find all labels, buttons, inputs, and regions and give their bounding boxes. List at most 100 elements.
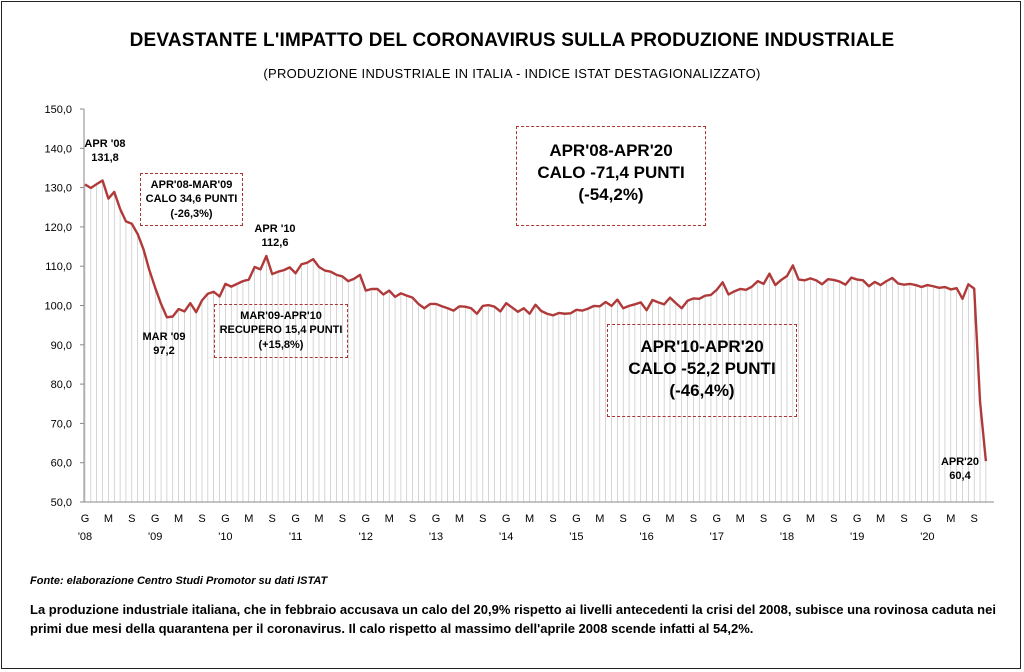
x-month-label: M (806, 513, 815, 525)
annotation-apr10-label: APR '10 (254, 223, 296, 235)
x-month-label: S (479, 513, 486, 525)
annotation-box-apr08-mar09-text: APR'08-MAR'09 CALO 34,6 PUNTI (-26,3%) (140, 178, 243, 221)
annotation-apr08-label: APR '08 (84, 138, 126, 150)
x-month-label: G (502, 513, 511, 525)
y-tick-label: 50,0 (51, 497, 72, 509)
x-month-label: G (642, 513, 651, 525)
annotation-box-apr08-apr20-text: APR'08-APR'20 CALO -71,4 PUNTI (-54,2%) (516, 140, 706, 206)
x-year-label: '13 (429, 531, 443, 543)
x-year-label: '16 (639, 531, 653, 543)
y-tick-label: 130,0 (44, 183, 72, 195)
box3-line2: CALO -71,4 PUNTI (537, 163, 685, 183)
x-month-label: S (198, 513, 205, 525)
annotation-apr10-value: 112,6 (261, 237, 289, 250)
caption-text: La produzione industriale italiana, che … (30, 602, 996, 636)
x-month-label: S (971, 513, 978, 525)
y-tick-label: 80,0 (51, 379, 72, 391)
x-year-label: '20 (920, 531, 934, 543)
annotation-mar09: MAR '09 97,2 (129, 330, 199, 359)
x-month-label: S (269, 513, 276, 525)
x-month-label: M (665, 513, 674, 525)
x-month-label: G (572, 513, 581, 525)
x-axis: G M S G M S G M S G M S G M S G M S G M S G M S G M S G M S G M S G M S G M S '… (78, 501, 994, 543)
annotation-box-apr08-mar09 (140, 173, 243, 226)
x-year-label: '11 (289, 531, 303, 543)
annotation-apr08: APR '08 131,8 (70, 137, 140, 166)
x-year-label: '19 (850, 531, 864, 543)
x-month-label: G (81, 513, 90, 525)
x-month-label: S (620, 513, 627, 525)
box1-line3: (-26,3%) (170, 207, 213, 220)
y-tick-label: 60,0 (51, 458, 72, 470)
box2-line2: RECUPERO 15,4 PUNTI (219, 324, 343, 337)
x-month-label: S (760, 513, 767, 525)
x-year-label: '18 (780, 531, 794, 543)
x-month-label: S (830, 513, 837, 525)
x-month-label: S (690, 513, 697, 525)
chart-title: DEVASTANTE L'IMPATTO DEL CORONAVIRUS SUL… (129, 30, 895, 51)
x-month-label: M (174, 513, 183, 525)
x-year-label: '14 (499, 531, 513, 543)
y-axis: 50,0 60,0 70,0 80,0 90,0 100,0 110,0 120,0 130,0… (44, 104, 85, 509)
series-line-layer (84, 179, 988, 462)
x-year-label: '09 (148, 531, 162, 543)
x-month-label: S (549, 513, 556, 525)
x-month-label: S (409, 513, 416, 525)
y-tick-label: 110,0 (45, 261, 72, 273)
y-tick-label: 150,0 (44, 104, 72, 116)
annotation-box-apr10-apr20-text: APR'10-APR'20 CALO -52,2 PUNTI (-46,4%) (607, 336, 797, 402)
x-month-label: G (151, 513, 160, 525)
x-year-label: '17 (710, 531, 724, 543)
x-year-label: '10 (218, 531, 232, 543)
x-month-label: G (221, 513, 230, 525)
x-month-label: M (595, 513, 604, 525)
x-month-label: M (314, 513, 323, 525)
x-month-label: M (736, 513, 745, 525)
x-month-label: G (783, 513, 792, 525)
y-tick-label: 120,0 (44, 222, 72, 234)
annotation-apr10: APR '10 112,6 (240, 222, 310, 251)
y-tick-label: 100,0 (44, 301, 72, 313)
box2-line3: (+15,8%) (258, 338, 304, 351)
y-tick-label: 70,0 (51, 418, 72, 430)
box1-line1: APR'08-MAR'09 (150, 179, 233, 191)
annotation-box-apr10-apr20 (607, 324, 797, 417)
x-month-label: M (946, 513, 955, 525)
annotation-mar09-value: 97,2 (153, 345, 175, 358)
x-year-label: '08 (78, 531, 92, 543)
box4-line2: CALO -52,2 PUNTI (628, 359, 776, 379)
annotation-box-mar09-apr10-text: MAR'09-APR'10 RECUPERO 15,4 PUNTI (+15,8… (214, 309, 348, 352)
x-month-label: M (525, 513, 534, 525)
x-month-label: G (923, 513, 932, 525)
y-tick-label: 90,0 (51, 340, 72, 352)
annotation-apr20-label: APR'20 (940, 456, 980, 468)
chart-subtitle: (PRODUZIONE INDUSTRIALE IN ITALIA - INDI… (263, 66, 761, 81)
x-month-label: G (362, 513, 371, 525)
x-month-label: G (432, 513, 441, 525)
source-note: Fonte: elaborazione Centro Studi Promoto… (30, 575, 328, 587)
box4-line1: APR'10-APR'20 (640, 337, 764, 356)
box3-line3: (-54,2%) (578, 185, 644, 205)
annotation-apr08-value: 131,8 (91, 152, 119, 165)
x-month-label: S (128, 513, 135, 525)
annotation-mar09-label: MAR '09 (142, 331, 186, 343)
box1-line2: CALO 34,6 PUNTI (145, 193, 238, 206)
box4-line3: (-46,4%) (669, 381, 735, 401)
x-month-label: G (291, 513, 300, 525)
x-year-label: '15 (569, 531, 583, 543)
x-month-label: M (104, 513, 113, 525)
x-year-label: '12 (359, 531, 373, 543)
series-line (84, 179, 988, 462)
x-month-label: G (713, 513, 722, 525)
x-month-label: M (385, 513, 394, 525)
vertical-gridlines (84, 180, 987, 502)
x-month-label: S (339, 513, 346, 525)
x-month-label: M (455, 513, 464, 525)
annotation-box-apr08-apr20 (516, 126, 706, 226)
annotation-box-mar09-apr10 (214, 304, 348, 358)
annotation-apr20: APR'20 60,4 (925, 455, 995, 484)
box3-line1: APR'08-APR'20 (549, 141, 673, 160)
x-month-label: S (900, 513, 907, 525)
